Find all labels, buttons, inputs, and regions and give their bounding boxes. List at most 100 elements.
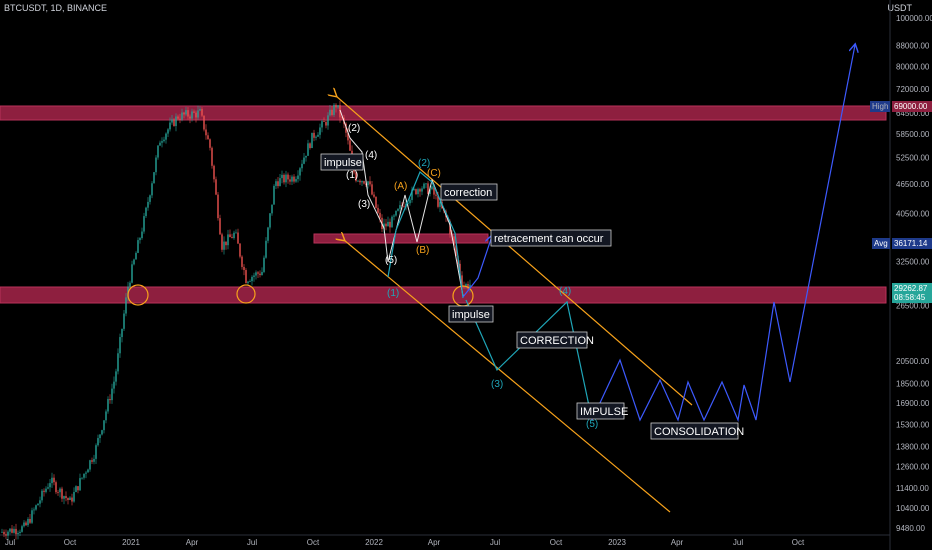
candle-body <box>235 232 237 234</box>
candle-body <box>47 487 49 489</box>
candle-body <box>233 232 235 239</box>
candle-body <box>253 275 255 277</box>
candle-body <box>119 337 121 354</box>
teal-label-4: (4) <box>559 286 571 297</box>
candle-body <box>427 183 429 194</box>
candle-body <box>161 141 163 143</box>
annotation-impulse-top: impulse <box>320 153 364 171</box>
time-axis[interactable]: Jul Oct 2021 Apr Jul Oct 2022 Apr Jul Oct 2023 Apr J… <box>5 538 805 547</box>
candle-body <box>37 503 39 506</box>
candle-body <box>201 109 203 116</box>
wave-label-B: (B) <box>416 245 429 256</box>
candle-body <box>423 183 425 189</box>
y-tick-label: 20500.00 <box>896 357 930 366</box>
candle-body <box>263 257 265 272</box>
candle-body <box>461 275 463 287</box>
x-tick-label: Oct <box>307 538 320 547</box>
y-tick-label: 12600.00 <box>896 462 930 471</box>
avg-price-tag: Avg 36171.14 <box>872 238 932 249</box>
candle-body <box>115 371 117 382</box>
candle-body <box>323 121 325 122</box>
support-zone <box>0 286 887 304</box>
candle-body <box>453 236 455 246</box>
wave-label-2: (2) <box>348 123 360 134</box>
candle-body <box>383 223 385 230</box>
x-tick-label: Jul <box>490 538 500 547</box>
projection-blue-path <box>591 45 855 423</box>
candle-body <box>203 115 205 130</box>
channel-upper-line <box>336 96 693 406</box>
candle-body <box>327 115 329 126</box>
candle-body <box>299 168 301 176</box>
candle-body <box>277 181 279 187</box>
candle-body <box>297 175 299 180</box>
candle-body <box>61 488 63 499</box>
candle-body <box>331 109 333 115</box>
candle-body <box>73 492 75 502</box>
retracement-arrow <box>462 236 492 298</box>
candle-body <box>319 127 321 135</box>
candle-body <box>237 232 239 244</box>
candle-body <box>139 238 141 241</box>
candle-body <box>91 460 93 462</box>
candle-body <box>17 532 19 535</box>
candle-body <box>259 273 261 276</box>
y-tick-label: 52500.00 <box>896 153 930 162</box>
candle-body <box>143 216 145 232</box>
candle-body <box>467 283 469 289</box>
candle-body <box>59 488 61 493</box>
candle-body <box>291 176 293 182</box>
candle-body <box>387 221 389 227</box>
candle-body <box>369 181 371 185</box>
annotation-consolidation: CONSOLIDATION <box>650 422 744 440</box>
candle-body <box>85 472 87 474</box>
candle-body <box>435 194 437 196</box>
resistance-zone <box>0 105 887 121</box>
candle-body <box>285 174 287 183</box>
candle-body <box>275 181 277 186</box>
candle-body <box>45 488 47 492</box>
wave-label-3: (3) <box>358 199 370 210</box>
candle-body <box>241 256 243 267</box>
high-price-tag: High 69000.00 <box>870 101 932 112</box>
candle-body <box>379 212 381 218</box>
candle-body <box>309 143 311 149</box>
candle-body <box>43 490 45 492</box>
candle-body <box>151 183 153 196</box>
candle-body <box>287 174 289 180</box>
candle-body <box>83 473 85 478</box>
candle-body <box>111 388 113 401</box>
wave-label-A: (A) <box>394 181 407 192</box>
candle-body <box>395 210 397 216</box>
candles <box>1 100 471 540</box>
candle-body <box>261 271 263 276</box>
candle-body <box>433 186 435 195</box>
candle-body <box>95 445 97 459</box>
candle-body <box>371 184 373 195</box>
candle-body <box>39 500 41 504</box>
svg-text:36171.14: 36171.14 <box>894 239 928 248</box>
candle-body <box>221 234 223 250</box>
candle-body <box>51 477 53 484</box>
candle-body <box>257 272 259 274</box>
teal-wave-path <box>387 171 464 299</box>
candle-body <box>315 136 317 138</box>
candle-body <box>205 129 207 136</box>
candle-body <box>121 328 123 338</box>
candle-body <box>163 139 165 142</box>
teal-label-2: (2) <box>418 158 430 169</box>
y-tick-label: 100000.00 <box>896 14 932 23</box>
candle-body <box>243 266 245 271</box>
y-tick-label: 26500.00 <box>896 301 930 310</box>
candle-body <box>5 534 7 536</box>
teal-label-3: (3) <box>491 379 503 390</box>
candle-body <box>341 117 343 119</box>
chart-title: BTCUSDT, 1D, BINANCE <box>4 3 108 13</box>
candle-body <box>411 189 413 200</box>
candle-body <box>1 531 3 533</box>
candle-body <box>3 531 5 535</box>
candle-body <box>131 264 133 283</box>
price-axis[interactable]: 100000.00 88000.00 80000.00 72000.00 64500.0… <box>896 14 932 533</box>
candle-body <box>247 281 249 284</box>
